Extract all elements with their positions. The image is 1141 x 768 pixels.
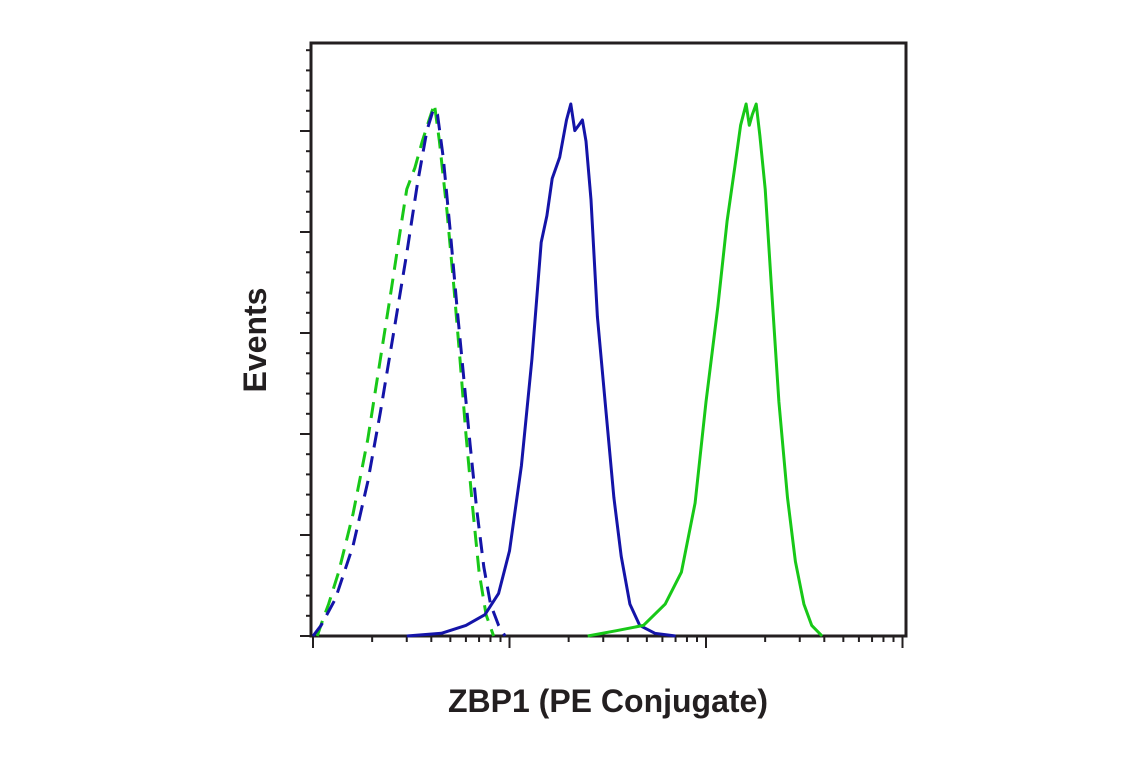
series-line-3 bbox=[406, 102, 676, 638]
series-line-4 bbox=[587, 102, 824, 638]
y-axis-ticks bbox=[300, 49, 311, 637]
series-layer bbox=[311, 102, 824, 638]
y-axis-title: Events bbox=[237, 288, 273, 393]
x-axis-title: ZBP1 (PE Conjugate) bbox=[448, 683, 768, 719]
plot-frame bbox=[309, 41, 908, 638]
series-line-1 bbox=[315, 102, 496, 637]
series-line-2 bbox=[311, 107, 507, 637]
x-axis-ticks bbox=[312, 636, 904, 648]
